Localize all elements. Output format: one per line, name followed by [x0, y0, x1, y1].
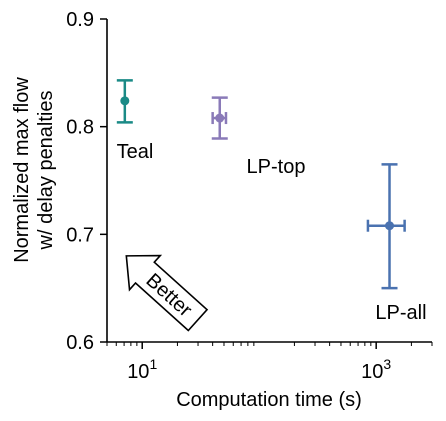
y-axis-label-line-1: Normalized max flow: [11, 77, 33, 263]
series-lp-top: LP-top: [211, 96, 306, 178]
data-point-lp-all: [385, 221, 395, 231]
svg-text:103: 103: [361, 356, 391, 383]
y-tick-0.8: 0.8: [66, 117, 107, 139]
y-tick-label: 0.9: [66, 9, 94, 31]
x-tick-1000: 103: [361, 342, 391, 383]
x-ticks: 101 103: [106, 342, 433, 383]
y-tick-label: 0.6: [66, 332, 94, 354]
x-axis-label: Computation time (s): [176, 389, 362, 411]
y-tick-0.6: 0.6: [66, 332, 107, 354]
series-label-lp-top: LP-top: [247, 156, 306, 178]
x-tick-exponent: 3: [383, 356, 391, 372]
better-annotation: Better: [125, 254, 209, 332]
data-point-teal: [120, 96, 130, 106]
x-tick-base: 10: [127, 361, 149, 383]
y-tick-label: 0.8: [66, 117, 94, 139]
x-tick-10: 101: [127, 342, 157, 383]
svg-text:101: 101: [127, 356, 157, 383]
series-lp-all: LP-all: [366, 163, 427, 324]
series-label-lp-all: LP-all: [375, 302, 426, 324]
data-point-lp-top: [215, 113, 225, 123]
series-teal: Teal: [117, 79, 154, 163]
y-tick-0.7: 0.7: [66, 224, 107, 246]
y-tick-0.9: 0.9: [66, 9, 107, 31]
y-ticks: 0.6 0.7 0.8 0.9: [66, 9, 107, 354]
y-axis-label-line-2: w/ delay penalties: [35, 91, 57, 251]
x-tick-exponent: 1: [149, 356, 157, 372]
series-label-teal: Teal: [117, 141, 154, 163]
y-tick-label: 0.7: [66, 224, 94, 246]
x-tick-base: 10: [361, 361, 383, 383]
y-axis-label: Normalized max flow w/ delay penalties: [11, 77, 57, 263]
better-arrow: [125, 254, 209, 332]
